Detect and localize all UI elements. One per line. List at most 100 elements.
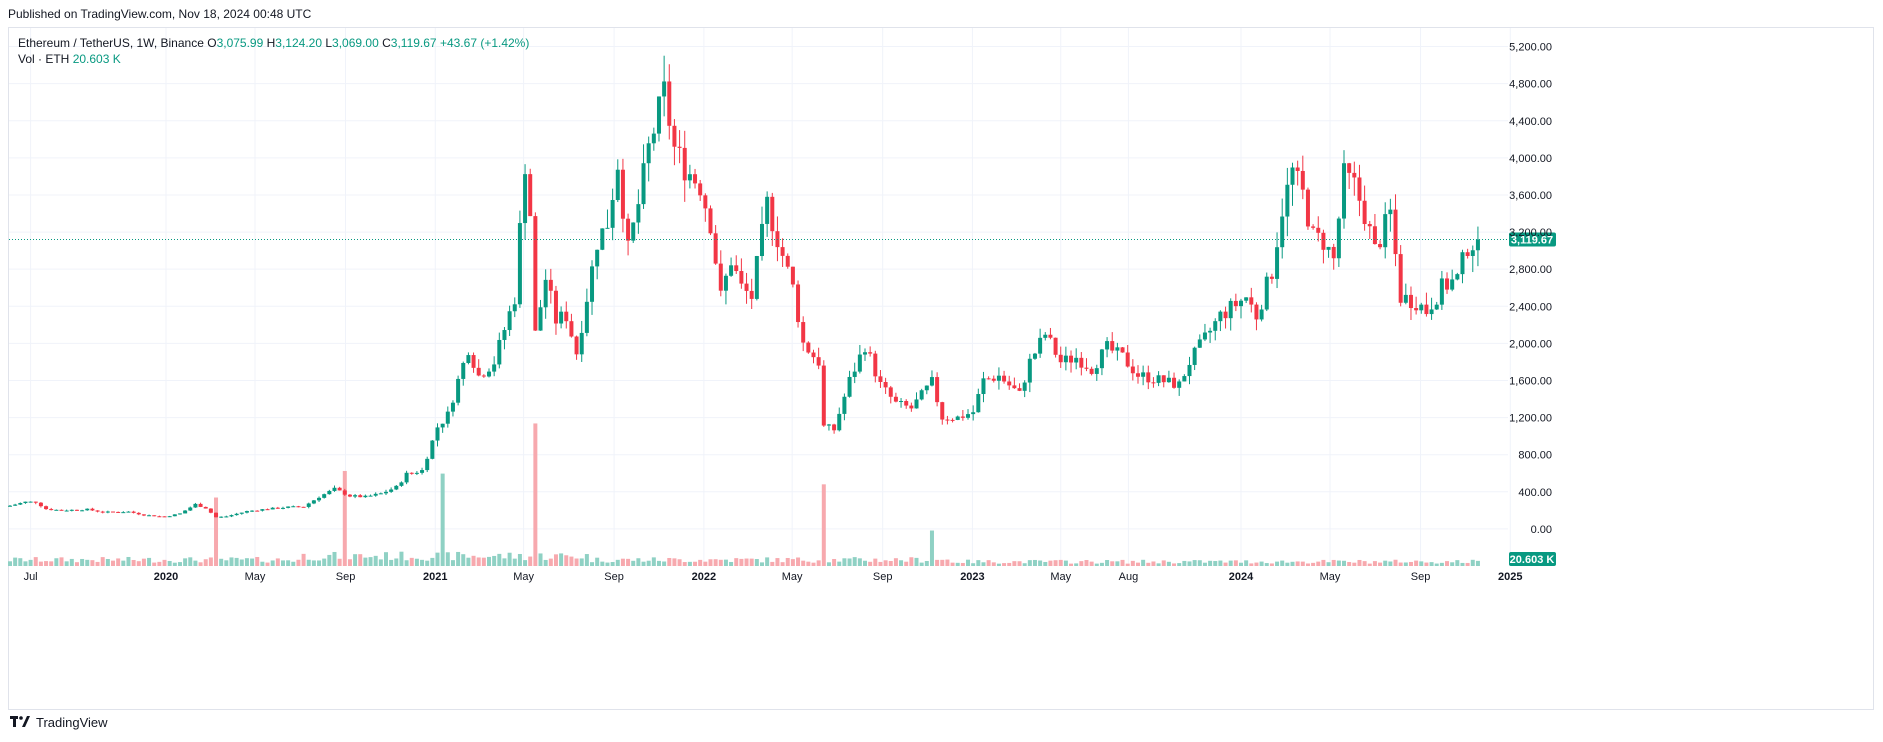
candle-body — [991, 378, 996, 381]
candle-body — [1063, 355, 1068, 363]
price-tick-label: 5,200.00 — [1509, 42, 1552, 54]
volume-bar — [1032, 559, 1037, 566]
candle-body — [33, 501, 38, 503]
candle-body — [1223, 311, 1228, 319]
volume-bar — [234, 557, 239, 566]
candle-body — [59, 509, 64, 511]
volume-bar — [414, 558, 419, 566]
candle-body — [739, 271, 744, 284]
volume-bar — [399, 551, 404, 566]
candle-body — [1367, 224, 1372, 227]
volume-bar — [893, 558, 898, 566]
candle-body — [121, 512, 126, 514]
volume-bar — [456, 551, 461, 566]
candle-body — [605, 227, 610, 229]
candle-body — [141, 514, 146, 516]
volume-bar — [775, 558, 780, 566]
candle-body — [899, 401, 904, 403]
candle-body — [1125, 352, 1130, 367]
volume-bar — [899, 560, 904, 566]
candle-body — [1058, 354, 1063, 363]
candle-body — [105, 511, 110, 513]
candle-body — [317, 497, 322, 501]
candle-body — [1316, 227, 1321, 233]
chart-frame[interactable] — [8, 27, 1874, 710]
candle-body — [708, 208, 713, 234]
candle-body — [1156, 375, 1161, 383]
candle-body — [847, 376, 852, 397]
candle-body — [1208, 330, 1213, 333]
time-tick-label: May — [782, 571, 803, 583]
volume-bar — [1372, 561, 1377, 566]
candle-body — [1429, 309, 1434, 315]
volume-bar — [136, 561, 141, 566]
candle-body — [23, 501, 28, 504]
volume-bar — [193, 560, 198, 566]
volume-bar — [1378, 562, 1383, 566]
candle-body — [74, 509, 79, 511]
footer-branding[interactable]: TradingView — [10, 715, 108, 730]
candle-body — [620, 169, 625, 219]
volume-bar — [976, 560, 981, 566]
candle-body — [394, 485, 399, 490]
volume-bar — [85, 559, 90, 566]
candle-body — [600, 228, 605, 250]
volume-bar — [95, 561, 100, 566]
volume-bar — [347, 559, 352, 566]
candle-body — [1357, 177, 1362, 201]
candle-body — [435, 427, 440, 441]
volume-bar — [857, 558, 862, 566]
volume-bar — [873, 558, 878, 566]
candle-body — [1233, 300, 1238, 307]
volume-bar — [1254, 562, 1259, 566]
candle-body — [224, 516, 229, 518]
symbol-title[interactable]: Ethereum / TetherUS, 1W, Binance — [18, 36, 204, 50]
candle-body — [342, 490, 347, 495]
volume-bar — [1074, 563, 1079, 566]
volume-bar — [878, 561, 883, 566]
candle-body — [244, 511, 249, 513]
candle-body — [935, 377, 940, 403]
candle-body — [1414, 308, 1419, 311]
volume-bar — [924, 561, 929, 566]
volume-bar — [1130, 560, 1135, 566]
candle-body — [543, 279, 548, 308]
candle-body — [986, 378, 991, 380]
candle-body — [311, 500, 316, 504]
candle-body — [615, 169, 620, 200]
candle-body — [301, 506, 306, 508]
volume-bar — [1470, 559, 1475, 566]
volume-bar — [1146, 562, 1151, 566]
volume-bar — [1460, 562, 1465, 566]
volume-bar — [1233, 560, 1238, 566]
volume-bar — [1110, 561, 1115, 566]
candle-body — [358, 495, 363, 498]
candle-body — [1007, 381, 1012, 386]
volume-bar — [1182, 560, 1187, 566]
volume-bar — [523, 560, 528, 566]
candle-body — [832, 424, 837, 431]
volume-bar — [729, 561, 734, 566]
volume-label[interactable]: Vol · ETH — [18, 52, 70, 66]
volume-bar — [1223, 562, 1228, 566]
price-tick-label: 4,800.00 — [1509, 79, 1552, 91]
candle-body — [198, 503, 203, 507]
candle-body — [909, 405, 914, 409]
low-label: L — [325, 36, 333, 50]
volume-bar — [1393, 559, 1398, 566]
candle-body — [677, 146, 682, 148]
candle-body — [13, 504, 18, 506]
candle-body — [1146, 372, 1151, 383]
candle-body — [1043, 334, 1048, 338]
price-tick-label: 400.00 — [1518, 487, 1552, 499]
volume-bar — [8, 561, 12, 566]
candle-body — [1305, 189, 1310, 227]
volume-bar — [718, 559, 723, 566]
volume-bar — [667, 557, 672, 566]
candle-body — [502, 330, 507, 340]
candle-body — [1378, 244, 1383, 248]
volume-bar — [64, 561, 69, 566]
candle-body — [780, 247, 785, 256]
candle-body — [219, 516, 224, 518]
